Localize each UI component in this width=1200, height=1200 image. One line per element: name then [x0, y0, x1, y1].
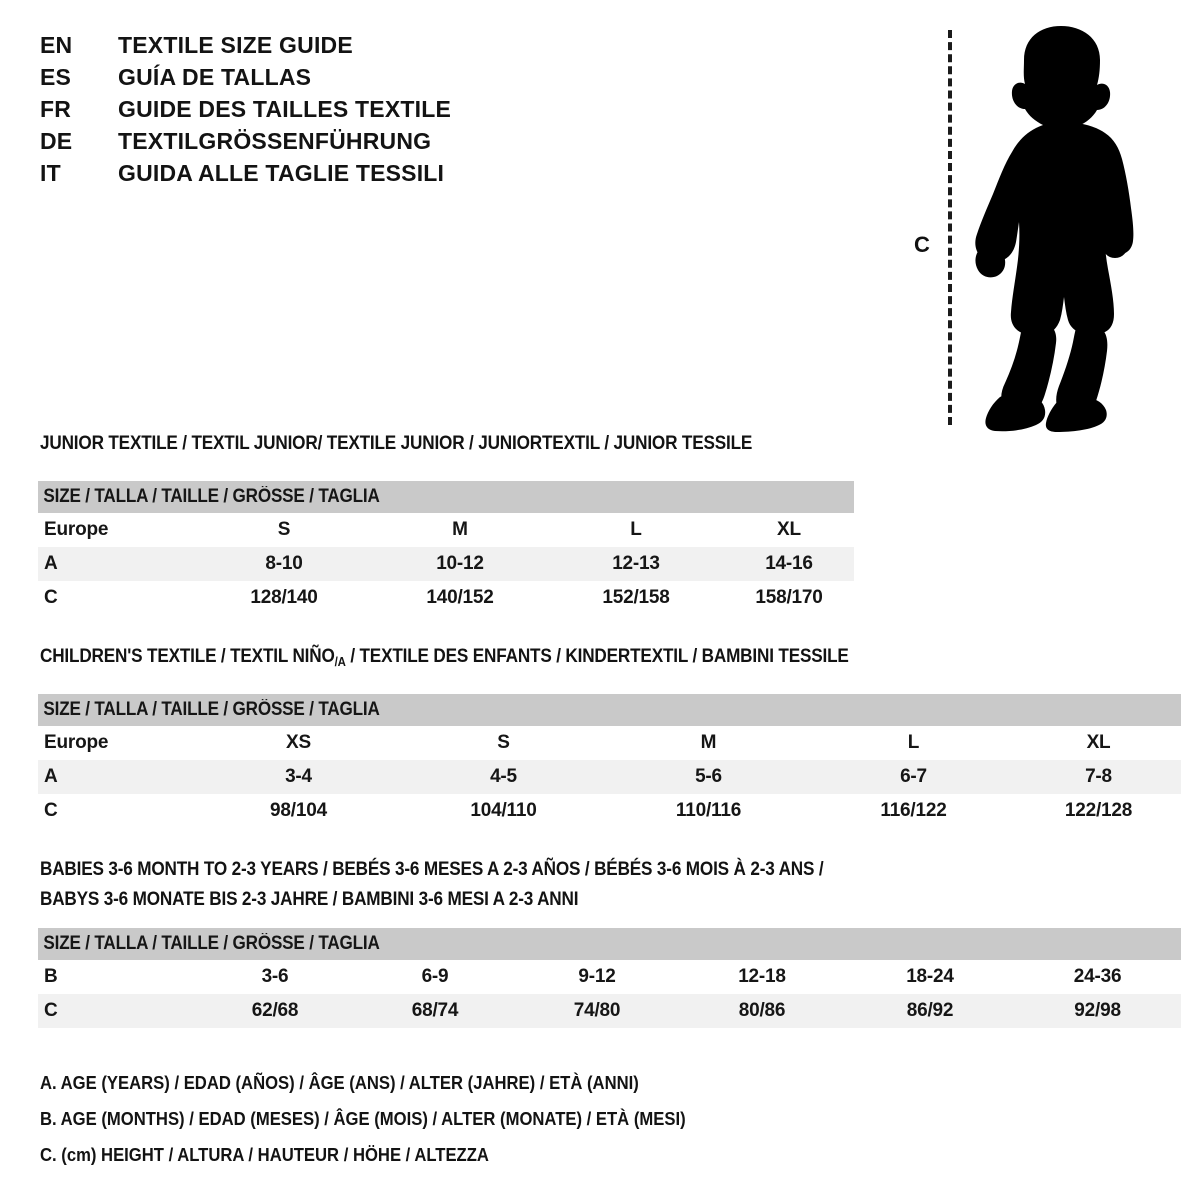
children-c-m: 110/116 [606, 794, 811, 828]
babies-size-table: SIZE / TALLA / TAILLE / GRÖSSE / TAGLIA … [38, 928, 1182, 1028]
children-size-table: SIZE / TALLA / TAILLE / GRÖSSE / TAGLIA … [38, 694, 1182, 828]
children-size-band-row: SIZE / TALLA / TAILLE / GRÖSSE / TAGLIA [38, 694, 1182, 726]
babies-c-col1: 62/68 [196, 994, 354, 1028]
babies-b-col6: 24-36 [1014, 960, 1182, 994]
children-europe-xl: XL [1016, 726, 1182, 760]
language-code-en: EN [40, 32, 73, 58]
babies-c-col4: 80/86 [678, 994, 846, 1028]
children-heading-sub: /A [334, 654, 346, 669]
language-code-fr: FR [40, 96, 72, 122]
children-row-europe: Europe XS S M L XL [38, 726, 1182, 760]
children-a-l: 6-7 [811, 760, 1016, 794]
babies-b-col1: 3-6 [196, 960, 354, 994]
junior-europe-l: L [548, 513, 724, 547]
title-row-it: IT GUIDA ALLE TAGLIE TESSILI [40, 160, 600, 192]
babies-row-label-c: C [38, 994, 196, 1028]
junior-c-l: 152/158 [548, 581, 724, 615]
junior-europe-m: M [372, 513, 548, 547]
children-c-l: 116/122 [811, 794, 1016, 828]
junior-a-s: 8-10 [196, 547, 372, 581]
babies-row-c: C 62/68 68/74 74/80 80/86 86/92 92/98 [38, 994, 1182, 1028]
children-row-c: C 98/104 104/110 110/116 116/122 122/128 [38, 794, 1182, 828]
title-text-fr: GUIDE DES TAILLES TEXTILE [118, 96, 451, 122]
language-code-de: DE [40, 128, 73, 154]
title-row-de: DE TEXTILGRÖSSENFÜHRUNG [40, 128, 600, 160]
babies-c-col2: 68/74 [354, 994, 516, 1028]
junior-c-m: 140/152 [372, 581, 548, 615]
babies-c-col3: 74/80 [516, 994, 678, 1028]
children-a-xl: 7-8 [1016, 760, 1182, 794]
junior-a-xl: 14-16 [724, 547, 854, 581]
babies-b-col5: 18-24 [846, 960, 1014, 994]
legend-line-c: C. (cm) HEIGHT / ALTURA / HAUTEUR / HÖHE… [40, 1144, 489, 1165]
junior-europe-xl: XL [724, 513, 854, 547]
children-europe-xs: XS [196, 726, 401, 760]
children-row-label-c: C [38, 794, 196, 828]
junior-a-l: 12-13 [548, 547, 724, 581]
babies-b-col2: 6-9 [354, 960, 516, 994]
toddler-silhouette-icon [975, 26, 1134, 432]
language-code-it: IT [40, 160, 61, 186]
section-heading-junior: JUNIOR TEXTILE / TEXTIL JUNIOR/ TEXTILE … [40, 432, 753, 454]
junior-row-label-c: C [38, 581, 196, 615]
language-code-es: ES [40, 64, 72, 90]
title-text-de: TEXTILGRÖSSENFÜHRUNG [118, 128, 432, 154]
children-a-s: 4-5 [401, 760, 606, 794]
title-row-es: ES GUÍA DE TALLAS [40, 64, 600, 96]
title-row-en: EN TEXTILE SIZE GUIDE [40, 32, 600, 64]
junior-row-europe: Europe S M L XL [38, 513, 854, 547]
children-c-xl: 122/128 [1016, 794, 1182, 828]
children-europe-s: S [401, 726, 606, 760]
babies-size-band-label: SIZE / TALLA / TAILLE / GRÖSSE / TAGLIA [43, 933, 380, 954]
junior-c-s: 128/140 [196, 581, 372, 615]
junior-c-xl: 158/170 [724, 581, 854, 615]
babies-b-col3: 9-12 [516, 960, 678, 994]
children-c-s: 104/110 [401, 794, 606, 828]
children-row-label-europe: Europe [38, 726, 196, 760]
legend-line-b: B. AGE (MONTHS) / EDAD (MESES) / ÂGE (MO… [40, 1108, 686, 1129]
junior-europe-s: S [196, 513, 372, 547]
junior-size-band-label: SIZE / TALLA / TAILLE / GRÖSSE / TAGLIA [43, 486, 380, 507]
legend-line-a: A. AGE (YEARS) / EDAD (AÑOS) / ÂGE (ANS)… [40, 1072, 639, 1093]
junior-row-label-europe: Europe [38, 513, 196, 547]
babies-c-col6: 92/98 [1014, 994, 1182, 1028]
junior-a-m: 10-12 [372, 547, 548, 581]
section-heading-children: CHILDREN'S TEXTILE / TEXTIL NIÑO/A / TEX… [40, 645, 849, 669]
children-europe-l: L [811, 726, 1016, 760]
children-row-a: A 3-4 4-5 5-6 6-7 7-8 [38, 760, 1182, 794]
junior-row-label-a: A [38, 547, 196, 581]
title-text-it: GUIDA ALLE TAGLIE TESSILI [118, 160, 445, 186]
children-size-band-label: SIZE / TALLA / TAILLE / GRÖSSE / TAGLIA [43, 699, 380, 720]
babies-b-col4: 12-18 [678, 960, 846, 994]
junior-row-a: A 8-10 10-12 12-13 14-16 [38, 547, 854, 581]
babies-row-b: B 3-6 6-9 9-12 12-18 18-24 24-36 [38, 960, 1182, 994]
children-a-xs: 3-4 [196, 760, 401, 794]
junior-size-band-row: SIZE / TALLA / TAILLE / GRÖSSE / TAGLIA [38, 481, 854, 513]
babies-row-label-b: B [38, 960, 196, 994]
title-text-es: GUÍA DE TALLAS [118, 64, 312, 90]
babies-c-col5: 86/92 [846, 994, 1014, 1028]
children-heading-part1: CHILDREN'S TEXTILE / TEXTIL NIÑO [40, 645, 335, 667]
junior-size-table: SIZE / TALLA / TAILLE / GRÖSSE / TAGLIA … [38, 481, 854, 615]
children-heading-part2: / TEXTILE DES ENFANTS / KINDERTEXTIL / B… [345, 645, 849, 667]
title-text-en: TEXTILE SIZE GUIDE [118, 32, 353, 58]
height-marker-label: C [914, 232, 930, 257]
babies-size-band-row: SIZE / TALLA / TAILLE / GRÖSSE / TAGLIA [38, 928, 1182, 960]
multilingual-title-block: EN TEXTILE SIZE GUIDE ES GUÍA DE TALLAS … [40, 32, 600, 192]
junior-row-c: C 128/140 140/152 152/158 158/170 [38, 581, 854, 615]
children-europe-m: M [606, 726, 811, 760]
title-row-fr: FR GUIDE DES TAILLES TEXTILE [40, 96, 600, 128]
section-heading-babies-line1: BABIES 3-6 MONTH TO 2-3 YEARS / BEBÉS 3-… [40, 858, 824, 880]
children-row-label-a: A [38, 760, 196, 794]
section-heading-babies-line2: BABYS 3-6 MONATE BIS 2-3 JAHRE / BAMBINI… [40, 888, 579, 910]
height-dashed-line [948, 30, 952, 425]
height-illustration: C [900, 14, 1190, 434]
children-c-xs: 98/104 [196, 794, 401, 828]
children-a-m: 5-6 [606, 760, 811, 794]
